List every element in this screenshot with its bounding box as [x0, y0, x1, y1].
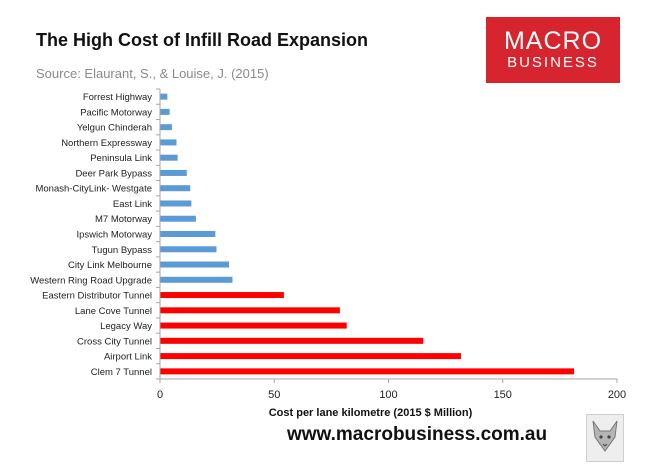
- category-label: Yelgun Chinderah: [77, 123, 152, 134]
- source-note: Source: Elaurant, S., & Louise, J. (2015…: [36, 66, 269, 81]
- bar: [160, 307, 340, 314]
- x-tick-label: 100: [379, 389, 397, 401]
- category-label: Deer Park Bypass: [75, 168, 152, 179]
- x-axis-title: Cost per lane kilometre (2015 $ Million): [269, 407, 473, 419]
- bar: [160, 246, 217, 253]
- x-tick-label: 200: [608, 389, 626, 401]
- x-tick-label: 0: [157, 389, 163, 401]
- bar: [160, 276, 233, 283]
- x-tick-label: 50: [268, 389, 280, 401]
- logo-line-business: BUSINESS: [507, 54, 599, 71]
- category-label: Airport Link: [104, 352, 152, 363]
- category-label: Eastern Distributor Tunnel: [42, 291, 152, 302]
- category-label: Monash-CityLink- Westgate: [35, 184, 152, 195]
- bar: [160, 108, 170, 115]
- category-label: Ipswich Motorway: [77, 230, 153, 241]
- category-label: Northern Expressway: [61, 138, 152, 149]
- fox-icon: [586, 414, 624, 462]
- bar: [160, 261, 230, 268]
- bar: [160, 185, 191, 192]
- category-label: Lane Cove Tunnel: [75, 306, 152, 317]
- bar: [160, 353, 461, 360]
- category-label: Cross City Tunnel: [77, 336, 152, 347]
- bar: [160, 231, 216, 237]
- category-label: Clem 7 Tunnel: [91, 367, 152, 378]
- bar: [160, 337, 424, 344]
- chart-title: The High Cost of Infill Road Expansion: [36, 30, 368, 50]
- category-label: Peninsula Link: [90, 153, 152, 164]
- website-url: www.macrobusiness.com.au: [287, 424, 548, 445]
- logo-line-macro: MACRO: [503, 27, 603, 55]
- category-label: City Link Melbourne: [68, 260, 152, 271]
- category-label: Legacy Way: [100, 321, 152, 332]
- category-label: East Link: [113, 199, 152, 210]
- category-label: Pacific Motorway: [80, 107, 152, 118]
- bar: [160, 292, 284, 299]
- category-label: Western Ring Road Upgrade: [30, 275, 152, 286]
- category-label: Tugun Bypass: [92, 245, 153, 256]
- bar: [160, 93, 168, 100]
- category-label: M7 Motorway: [95, 214, 152, 225]
- bar: [160, 124, 172, 131]
- bar: [160, 368, 575, 375]
- macrobusiness-logo: MACRO BUSINESS: [486, 17, 620, 83]
- bar: [160, 200, 192, 207]
- bar: [160, 154, 178, 161]
- bar: [160, 322, 347, 329]
- bar: [160, 139, 177, 146]
- bar: [160, 169, 187, 176]
- bar: [160, 215, 196, 222]
- x-tick-label: 150: [494, 389, 512, 401]
- category-label: Forrest Highway: [83, 92, 152, 103]
